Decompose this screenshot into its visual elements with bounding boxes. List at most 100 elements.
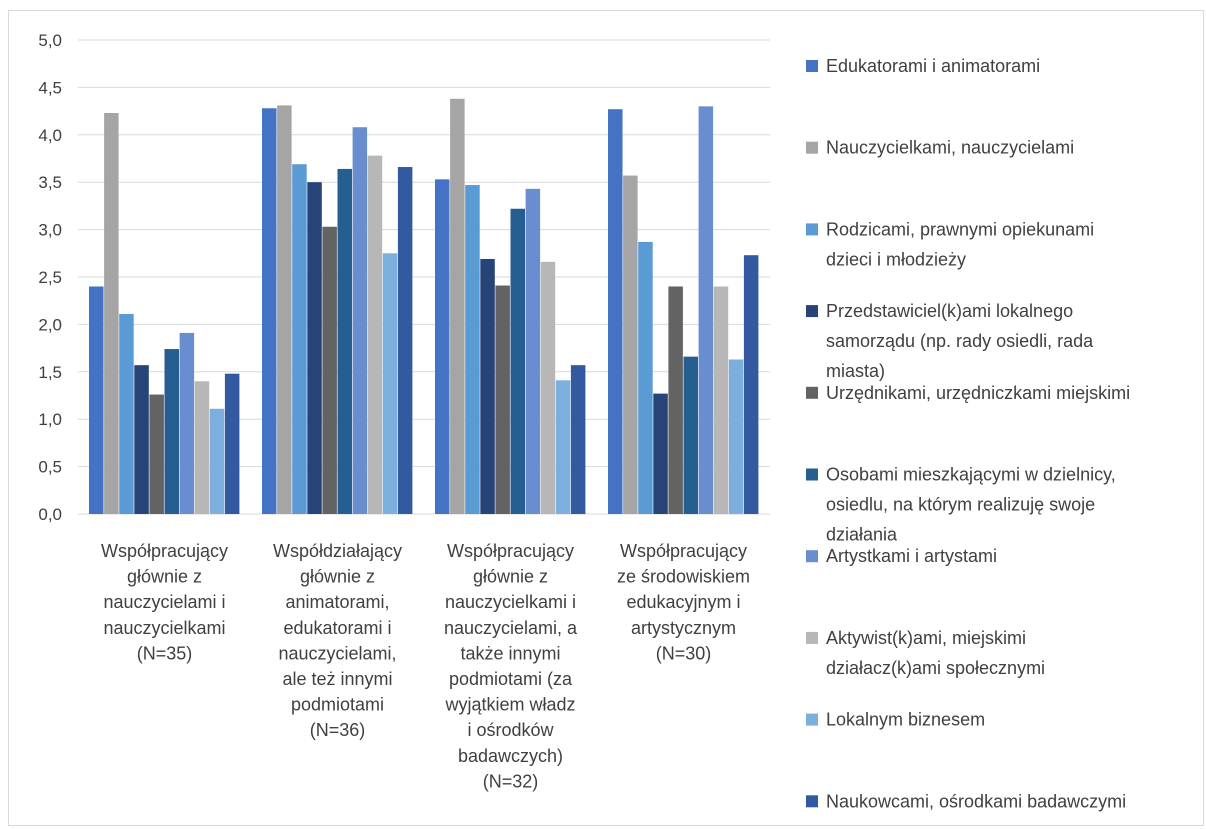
bar	[623, 175, 638, 514]
bar	[570, 365, 586, 514]
x-category-label-line: nauczycielkami i	[445, 592, 576, 612]
bar	[743, 255, 759, 515]
bar	[367, 155, 383, 514]
legend-label: Nauczycielkami, nauczycielami	[826, 138, 1074, 158]
x-category-label-line: głównie z	[127, 567, 202, 587]
x-category-label-line: animatorami,	[285, 592, 389, 612]
bar	[397, 167, 413, 515]
legend-label: Naukowcami, ośrodkami badawczymi	[826, 791, 1126, 811]
x-category-label-line: Współpracujący	[101, 541, 228, 561]
bar	[608, 109, 623, 514]
x-category-label-line: (N=35)	[137, 643, 193, 663]
bar	[322, 226, 337, 515]
bar	[698, 106, 714, 515]
bar	[728, 359, 744, 514]
x-category-label-line: nauczycielkami	[103, 618, 225, 638]
legend-swatch	[806, 386, 818, 399]
legend-label: Przedstawiciel(k)ami lokalnego samorządu …	[826, 301, 1094, 381]
y-tick-label: 2,0	[38, 315, 62, 334]
x-category-label-line: (N=32)	[483, 771, 539, 791]
bar	[510, 208, 525, 514]
x-category-label-line: podmiotami (za	[449, 669, 573, 689]
bar	[638, 241, 653, 514]
bar	[262, 108, 277, 515]
bar	[292, 164, 307, 515]
legend-label-line: dzieci i młodzieży	[826, 249, 966, 269]
bar	[683, 356, 698, 514]
x-category-label-line: nauczycielami,	[278, 643, 396, 663]
legend-swatch	[806, 223, 818, 236]
x-category-label-line: edukatorami i	[283, 618, 391, 638]
bar	[89, 286, 104, 514]
x-category-label-line: Współdziałający	[273, 541, 402, 561]
legend-label-line: Naukowcami, ośrodkami badawczymi	[826, 791, 1126, 811]
x-category-label-line: nauczycielami, a	[444, 618, 578, 638]
x-category-label-line: artystycznym	[631, 618, 736, 638]
x-category-label-line: podmiotami	[291, 695, 384, 715]
legend-label: Artystkami i artystami	[826, 546, 997, 566]
bar	[668, 286, 683, 514]
x-axis: Współpracujący głównie z nauczycielami i na…	[101, 541, 750, 791]
x-category-label: Współpracujący głównie z nauczycielami i na…	[101, 541, 228, 663]
bar	[525, 188, 541, 514]
bar	[194, 381, 210, 514]
legend-label: Rodzicami, prawnymi opiekunami dzieci i m…	[826, 219, 1094, 269]
legend-label-line: Artystkami i artystami	[826, 546, 997, 566]
x-category-label-line: ze środowiskiem	[617, 567, 750, 587]
bar	[653, 393, 668, 514]
x-category-label-line: ale też innymi	[282, 669, 392, 689]
legend-label-line: osiedlu, na którym realizuję swoje	[826, 495, 1095, 515]
x-category-label-line: badawczych)	[458, 746, 563, 766]
bar	[119, 313, 134, 514]
bar	[480, 258, 495, 514]
bar	[209, 408, 225, 514]
y-tick-label: 1,5	[38, 363, 62, 382]
x-category-label-line: (N=30)	[656, 643, 712, 663]
legend-label-line: Edukatorami i animatorami	[826, 56, 1040, 76]
y-tick-label: 3,5	[38, 173, 62, 192]
y-tick-label: 2,5	[38, 268, 62, 287]
bars	[89, 98, 759, 515]
y-tick-label: 5,0	[38, 31, 62, 50]
legend-swatch	[806, 550, 818, 563]
bar	[337, 168, 352, 515]
chart-frame	[8, 10, 1204, 826]
legend-label-line: samorządu (np. rady osiedli, rada	[826, 331, 1094, 351]
x-category-label: Współpracujący ze środowiskiem edukacyjnym…	[617, 541, 750, 663]
bar	[540, 261, 556, 514]
legend-label-line: miasta)	[826, 361, 885, 381]
x-category-label-line: wyjątkiem władz	[444, 695, 575, 715]
bar	[713, 286, 729, 514]
bar	[352, 127, 368, 514]
legend-label: Osobami mieszkającymi w dzielnicy, osiedl…	[826, 465, 1116, 545]
legend-swatch	[806, 60, 818, 72]
x-category-label-line: i ośrodków	[467, 720, 554, 740]
x-category-label: Współpracujący głównie z nauczycielkami i n…	[444, 541, 578, 791]
legend-swatch	[806, 305, 818, 318]
x-category-label: Współdziałający głównie z animatorami, eduk…	[273, 541, 402, 740]
legend-label: Aktywist(k)ami, miejskimi działacz(k)ami …	[826, 628, 1045, 678]
bar	[224, 373, 240, 514]
legend-label-line: Rodzicami, prawnymi opiekunami	[826, 219, 1094, 239]
y-tick-label: 0,0	[38, 505, 62, 524]
y-tick-label: 3,0	[38, 221, 62, 240]
x-category-label-line: edukacyjnym i	[626, 592, 740, 612]
legend-label-line: Urzędnikami, urzędniczkami miejskimi	[826, 383, 1130, 403]
legend-label: Urzędnikami, urzędniczkami miejskimi	[826, 383, 1130, 403]
legend-label-line: Lokalnym biznesem	[826, 710, 985, 730]
bar	[277, 105, 292, 515]
legend-label-line: Osobami mieszkającymi w dzielnicy,	[826, 465, 1116, 485]
x-category-label-line: głównie z	[300, 567, 375, 587]
legend-swatch	[806, 631, 818, 644]
y-tick-label: 1,0	[38, 410, 62, 429]
x-category-label-line: Współpracujący	[447, 541, 574, 561]
y-tick-label: 4,0	[38, 126, 62, 145]
x-category-label-line: nauczycielami i	[103, 592, 225, 612]
legend-label-line: działacz(k)ami społecznymi	[826, 658, 1045, 678]
legend: Edukatorami i animatorami Nauczycielkami,…	[806, 56, 1130, 811]
y-tick-label: 0,5	[38, 458, 62, 477]
x-category-label-line: także innymi	[460, 643, 560, 663]
y-tick-label: 4,5	[38, 78, 62, 97]
bar	[465, 185, 480, 514]
